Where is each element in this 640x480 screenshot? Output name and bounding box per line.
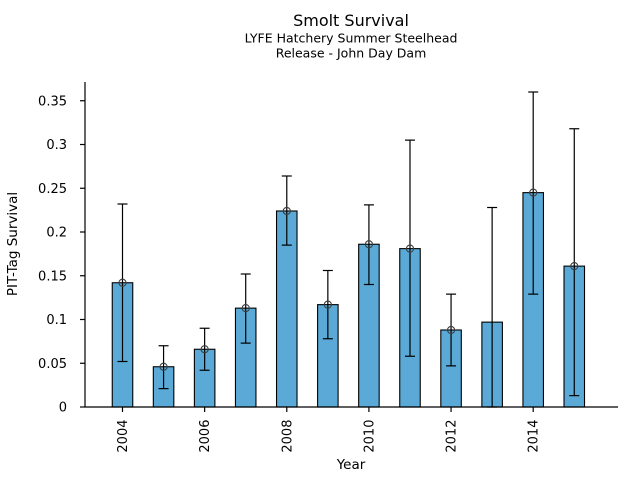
y-tick-label-0.3: 0.3 <box>46 138 67 153</box>
x-tick-label-2004: 2004 <box>116 420 131 453</box>
chart-layer: 0 0.05 0.1 0.15 0.2 0.25 0.3 0.35 2004 2006 2008 20… <box>38 82 618 453</box>
point-marker-2004 <box>118 278 127 287</box>
y-tick-label-0.05: 0.05 <box>38 357 67 372</box>
point-marker-2007 <box>241 303 250 313</box>
x-tick-label-2010: 2010 <box>362 420 377 453</box>
point-marker-2009 <box>323 300 332 309</box>
point-marker-2008 <box>282 206 291 216</box>
chart-subtitle-line1: LYFE Hatchery Summer Steelhead <box>245 31 458 46</box>
y-tick-label-0.2: 0.2 <box>46 226 67 241</box>
point-marker-2014 <box>529 188 538 197</box>
point-marker-2010 <box>364 240 374 249</box>
y-axis-label: PIT-Tag Survival <box>5 192 21 296</box>
chart-title: Smolt Survival <box>293 11 409 30</box>
y-tick-label-0.1: 0.1 <box>46 313 67 328</box>
y-tick-label-0.15: 0.15 <box>38 269 67 284</box>
point-marker-2011 <box>405 244 415 253</box>
x-tick-label-2006: 2006 <box>198 420 213 453</box>
x-tick-label-2014: 2014 <box>527 420 542 453</box>
x-axis-label: Year <box>336 457 366 473</box>
x-tick-label-2008: 2008 <box>280 420 295 453</box>
y-tick-label-0.25: 0.25 <box>38 182 67 197</box>
point-marker-2012 <box>446 325 456 335</box>
point-marker-2005 <box>159 362 168 371</box>
point-marker-2015 <box>570 261 579 271</box>
y-tick-label-0: 0 <box>59 401 67 416</box>
point-marker-2006 <box>200 345 209 354</box>
chart-subtitle-line2: Release - John Day Dam <box>276 46 427 61</box>
x-tick-label-2012: 2012 <box>445 420 460 453</box>
y-tick-label-0.35: 0.35 <box>38 94 67 109</box>
